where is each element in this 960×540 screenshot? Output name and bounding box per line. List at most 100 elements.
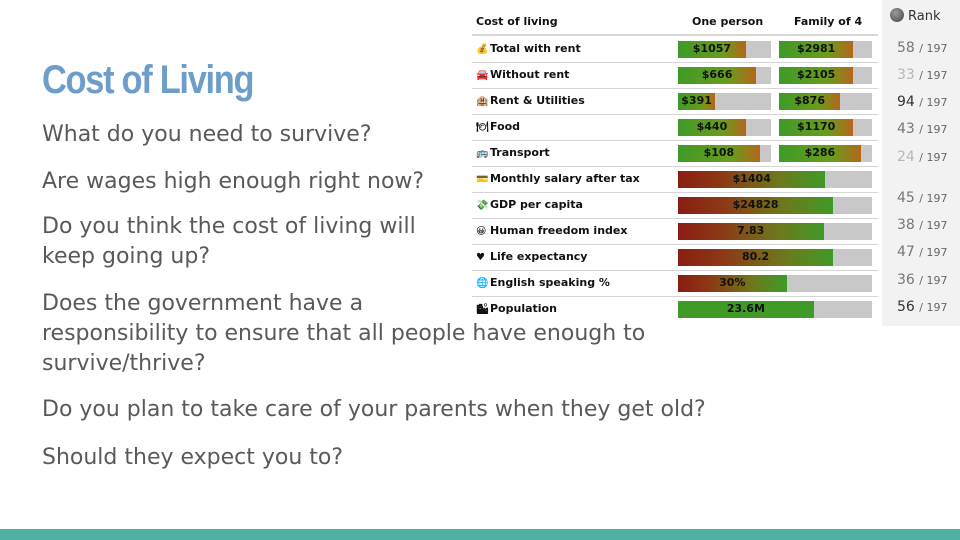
rank-number: 38 — [897, 217, 915, 233]
rank-value: 94 / 197 — [897, 94, 947, 110]
header-cost-of-living: Cost of living — [476, 15, 558, 28]
rank-value: 45 / 197 — [897, 190, 947, 206]
metric-bar-fill — [678, 275, 787, 292]
metric-bar-fill — [678, 171, 826, 188]
one-person-value: $440 — [696, 120, 728, 133]
rank-total: / 197 — [919, 69, 948, 82]
table-row: 💸 GDP per capita $24828 — [472, 192, 878, 219]
row-label-text: Rent & Utilities — [490, 94, 585, 107]
globe-icon — [890, 8, 904, 22]
family-bar-fill — [779, 67, 854, 84]
metric-value: 7.83 — [737, 224, 765, 237]
heart-icon: ♥ — [476, 252, 485, 263]
row-label: 😀 Human freedom index — [476, 224, 627, 237]
one-person-bar: $391 — [678, 93, 771, 110]
row-label-text: Without rent — [490, 68, 570, 81]
rank-total: / 197 — [919, 274, 948, 287]
question-cost-line1: Do you think the cost of living will — [42, 214, 416, 239]
one-person-bar-fill — [678, 41, 746, 58]
population-icon: 🏙 — [476, 304, 489, 315]
metric-value: $24828 — [732, 198, 779, 211]
family-value: $2981 — [797, 42, 836, 55]
row-label: 🍽Food — [476, 120, 520, 133]
metric-bar: $1404 — [678, 171, 872, 188]
metric-bar-fill — [678, 249, 834, 266]
table-row: 💳 Monthly salary after tax $1404 — [472, 166, 878, 193]
rank-number: 58 — [897, 40, 915, 56]
question-government-line2: responsibility to ensure that all people… — [42, 321, 646, 346]
row-label: 💰 Total with rent — [476, 42, 581, 55]
row-label: 🌐 English speaking % — [476, 276, 610, 289]
metric-bar: 80.2 — [678, 249, 872, 266]
metric-bar-fill — [678, 301, 814, 318]
metric-value: 80.2 — [742, 250, 770, 263]
bottom-accent-bar — [0, 529, 960, 540]
family-bar: $2981 — [779, 41, 872, 58]
row-label: 🚌 Transport — [476, 146, 550, 159]
family-bar: $876 — [779, 93, 872, 110]
rank-value: 33 / 197 — [897, 67, 947, 83]
bus-icon: 🚌 — [476, 148, 489, 159]
one-person-value: $391 — [681, 94, 712, 107]
row-label: 🏨 Rent & Utilities — [476, 94, 585, 107]
gdp-icon: 💸 — [476, 200, 489, 211]
question-government-line1: Does the government have a — [42, 291, 364, 316]
car-icon: 🚘 — [476, 70, 489, 81]
one-person-bar-fill — [678, 119, 746, 136]
row-label: ♥ Life expectancy — [476, 250, 587, 263]
metric-bar: 30% — [678, 275, 872, 292]
rank-value: 58 / 197 — [897, 40, 947, 56]
rank-total: / 197 — [919, 192, 948, 205]
rank-total: / 197 — [919, 96, 948, 109]
row-label-text: Human freedom index — [490, 224, 628, 237]
table-row: 🏙Population 23.6M — [472, 296, 878, 322]
question-wages: Are wages high enough right now? — [42, 169, 425, 194]
family-bar-fill — [779, 93, 841, 110]
metric-bar: 23.6M — [678, 301, 872, 318]
family-bar: $286 — [779, 145, 872, 162]
rank-header: Rank — [890, 8, 940, 24]
family-bar: $2105 — [779, 67, 872, 84]
family-bar-fill — [779, 41, 854, 58]
rank-value: 56 / 197 — [897, 299, 947, 315]
rank-number: 56 — [897, 299, 915, 315]
rank-value: 36 / 197 — [897, 272, 947, 288]
metric-bar-fill — [678, 197, 834, 214]
rank-value: 47 / 197 — [897, 244, 947, 260]
building-icon: 🏨 — [476, 96, 489, 107]
rank-panel: Rank 58 / 197 33 / 197 94 / 197 43 / 197 24 … — [882, 0, 960, 326]
smiley-icon: 😀 — [476, 226, 487, 237]
family-value: $876 — [794, 94, 825, 107]
row-label-text: Transport — [490, 146, 550, 159]
rank-number: 47 — [897, 244, 915, 260]
rank-number: 94 — [897, 94, 915, 110]
metric-bar: $24828 — [678, 197, 872, 214]
rank-header-label: Rank — [908, 9, 941, 24]
table-row: 🏨 Rent & Utilities $391 $876 — [472, 88, 878, 115]
cost-of-living-table: Cost of living One person Family of 4 💰 T… — [472, 8, 878, 321]
rank-total: / 197 — [919, 42, 948, 55]
metric-bar-fill — [678, 223, 824, 240]
slide-title: Cost of Living — [42, 58, 255, 102]
table-row: 💰 Total with rent $1057 $2981 — [472, 36, 878, 63]
row-label: 💳 Monthly salary after tax — [476, 172, 640, 185]
question-expect: Should they expect you to? — [42, 445, 344, 470]
rank-total: / 197 — [919, 301, 948, 314]
question-survive: What do you need to survive? — [42, 122, 372, 147]
table-row: 🚘 Without rent $666 $2105 — [472, 62, 878, 89]
table-row: 🍽Food $440 $1170 — [472, 114, 878, 141]
row-label: 🚘 Without rent — [476, 68, 569, 81]
salary-icon: 💳 — [476, 174, 489, 185]
food-icon: 🍽 — [476, 122, 489, 133]
one-person-value: $1057 — [692, 42, 732, 55]
one-person-value: $666 — [701, 68, 733, 81]
row-label-text: GDP per capita — [490, 198, 583, 211]
rank-total: / 197 — [919, 123, 948, 136]
money-bag-icon: 💰 — [476, 44, 489, 55]
family-bar: $1170 — [779, 119, 872, 136]
family-value: $1170 — [797, 120, 836, 133]
row-label-text: Life expectancy — [490, 250, 588, 263]
one-person-bar: $440 — [678, 119, 771, 136]
metric-value: 23.6M — [726, 302, 765, 315]
table-row: 🚌 Transport $108 $286 — [472, 140, 878, 167]
